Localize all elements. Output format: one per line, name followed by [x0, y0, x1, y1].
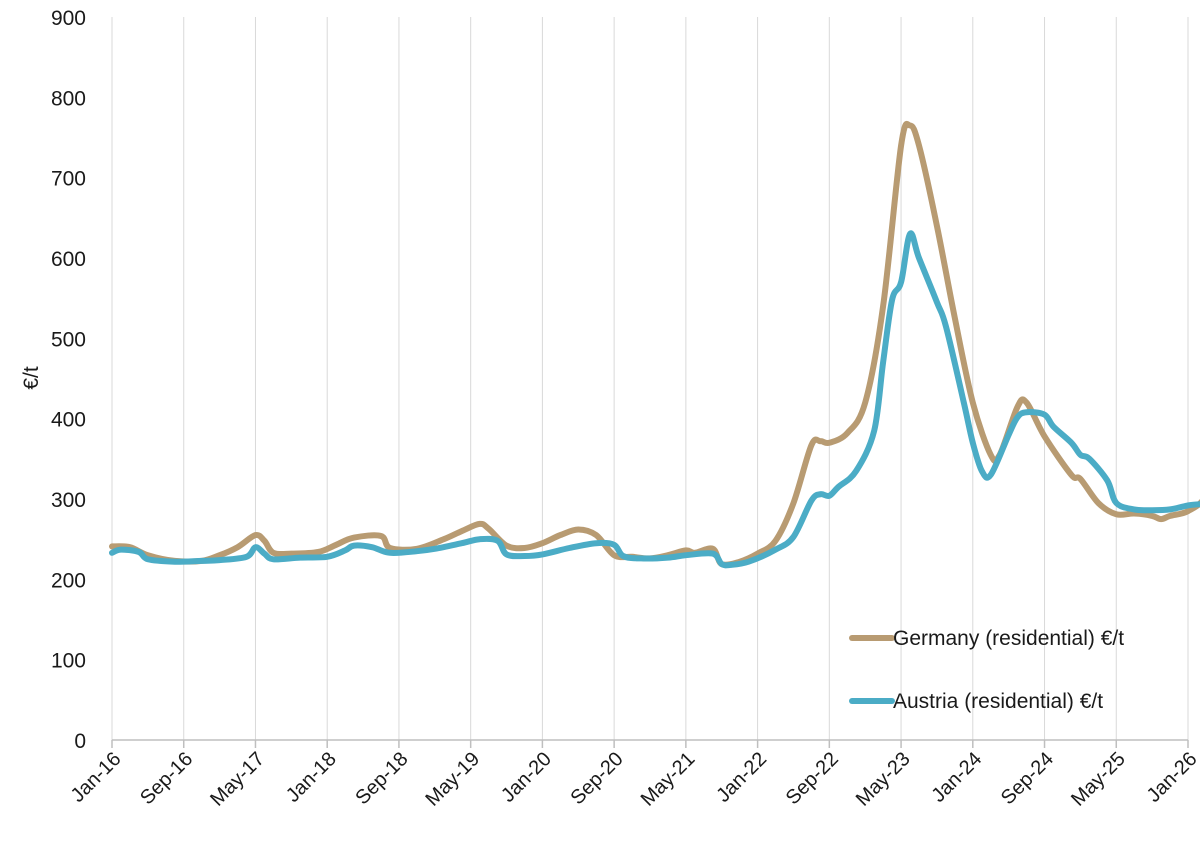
x-tick-label: Jan-22	[712, 748, 771, 807]
x-tick-label: May-25	[1067, 748, 1130, 811]
x-tick-label: May-19	[421, 748, 484, 811]
series-lines	[109, 120, 1200, 569]
x-tick-label: Sep-24	[997, 748, 1058, 809]
y-axis-ticks: 0 100 200 300 400 500 600 700 800 900	[51, 7, 86, 753]
y-tick-label: 500	[51, 328, 86, 351]
y-tick-label: 300	[51, 489, 86, 512]
x-tick-label: May-17	[206, 748, 269, 811]
x-tick-label: Jan-18	[282, 748, 341, 807]
x-tick-label: Sep-18	[351, 748, 412, 809]
x-tick-label: Jan-24	[928, 748, 987, 807]
y-tick-label: 800	[51, 87, 86, 110]
x-tick-label: May-21	[637, 748, 700, 811]
y-tick-label: 400	[51, 409, 86, 432]
legend-label: Germany (residential) €/t	[893, 627, 1124, 650]
y-tick-label: 700	[51, 168, 86, 191]
legend-label: Austria (residential) €/t	[893, 690, 1103, 713]
y-tick-label: 0	[74, 730, 86, 753]
series-line-germany	[109, 120, 1200, 568]
x-tick-label: Jan-16	[67, 748, 126, 807]
y-tick-label: 900	[51, 7, 86, 30]
x-tick-label: Sep-16	[136, 748, 197, 809]
series-line-austria	[109, 230, 1200, 569]
x-tick-label: May-23	[852, 748, 915, 811]
y-axis-label: €/t	[20, 366, 43, 390]
x-tick-label: Sep-20	[567, 748, 628, 809]
x-tick-label: Jan-20	[497, 748, 556, 807]
x-axis-ticks: Jan-16 Sep-16 May-17 Jan-18 Sep-18 May-19 Jan-…	[67, 740, 1200, 811]
x-tick-label: Jan-26	[1143, 748, 1200, 807]
x-tick-label: Sep-22	[782, 748, 843, 809]
y-tick-label: 200	[51, 569, 86, 592]
y-tick-label: 100	[51, 650, 86, 673]
y-tick-label: 600	[51, 248, 86, 271]
legend: Germany (residential) €/t Austria (reside…	[849, 627, 1124, 713]
